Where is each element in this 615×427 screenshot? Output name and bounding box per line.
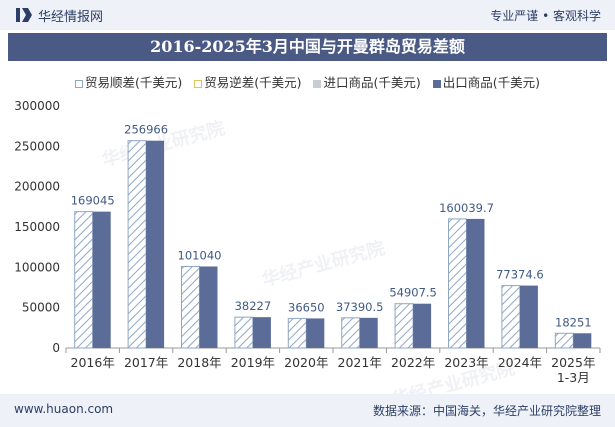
y-tick-label: 50000 bbox=[22, 301, 60, 315]
chart-title: 2016-2025年3月中国与开曼群岛贸易差额 bbox=[150, 37, 465, 56]
legend-item-import[interactable]: 进口商品(千美元) bbox=[313, 72, 421, 91]
bar-trade-surplus bbox=[341, 317, 361, 349]
bar-export bbox=[252, 317, 271, 348]
y-tick-label: 100000 bbox=[14, 260, 60, 274]
legend-item-deficit[interactable]: 贸易逆差(千美元) bbox=[194, 72, 302, 91]
legend-swatch-deficit bbox=[194, 79, 203, 88]
x-tick-label: 2018年 bbox=[177, 355, 221, 370]
bar-trade-surplus bbox=[234, 316, 254, 349]
legend-label-export: 出口商品(千美元) bbox=[442, 75, 540, 90]
bar-export bbox=[573, 333, 592, 348]
x-tick-label: 2017年 bbox=[124, 355, 168, 370]
footer-source: 数据来源：中国海关，华经产业研究院整理 bbox=[372, 404, 601, 418]
data-label: 36650 bbox=[288, 300, 325, 314]
y-tick-label: 200000 bbox=[14, 180, 60, 194]
footer-bar: www.huaon.com 数据来源：中国海关，华经产业研究院整理 bbox=[0, 394, 615, 427]
legend-item-export[interactable]: 出口商品(千美元) bbox=[432, 72, 540, 91]
data-label: 256966 bbox=[124, 123, 168, 137]
brand-name: 华经情报网 bbox=[38, 10, 104, 25]
legend-swatch-import bbox=[313, 79, 322, 88]
data-label: 160039.7 bbox=[439, 201, 494, 215]
bar-export bbox=[306, 318, 325, 348]
bar-export bbox=[466, 218, 485, 348]
bar-export bbox=[146, 140, 165, 348]
bar-export bbox=[92, 211, 111, 348]
y-tick-label: 150000 bbox=[14, 220, 60, 234]
top-bar: 华经情报网 专业严谨 • 客观科学 bbox=[0, 0, 615, 30]
data-label: 37390.5 bbox=[336, 300, 384, 314]
x-tick-label: 2016年 bbox=[71, 355, 115, 370]
y-tick-label: 250000 bbox=[14, 139, 60, 153]
bar-trade-surplus bbox=[181, 265, 200, 349]
data-label: 18251 bbox=[555, 315, 592, 329]
x-tick-label: 2024年 bbox=[498, 355, 542, 370]
logo-icon bbox=[16, 8, 32, 22]
bar-trade-surplus bbox=[448, 218, 467, 349]
slogan: 专业严谨 • 客观科学 bbox=[490, 9, 601, 23]
bar-trade-surplus bbox=[127, 140, 147, 349]
y-tick-label: 300000 bbox=[14, 99, 60, 113]
bar-trade-surplus bbox=[287, 317, 307, 349]
bar-trade-surplus bbox=[501, 285, 521, 349]
x-tick-label: 1-3月 bbox=[557, 370, 590, 385]
footer-site[interactable]: www.huaon.com bbox=[14, 402, 114, 416]
y-tick-label: 0 bbox=[52, 341, 60, 355]
data-label: 38227 bbox=[235, 299, 272, 313]
legend-label-surplus: 贸易顺差(千美元) bbox=[84, 75, 183, 90]
bar-export bbox=[359, 317, 378, 348]
legend-label-import: 进口商品(千美元) bbox=[323, 75, 421, 90]
data-label: 54907.5 bbox=[389, 286, 437, 300]
bar-trade-surplus bbox=[74, 211, 94, 349]
legend-label-deficit: 贸易逆差(千美元) bbox=[204, 75, 302, 90]
bar-trade-surplus bbox=[554, 332, 574, 349]
x-tick-label: 2020年 bbox=[284, 355, 328, 370]
data-label: 101040 bbox=[178, 248, 222, 262]
x-tick-label: 2019年 bbox=[231, 355, 275, 370]
bar-export bbox=[199, 266, 218, 348]
legend-item-surplus[interactable]: 贸易顺差(千美元) bbox=[74, 72, 183, 91]
legend-swatch-surplus bbox=[74, 79, 83, 88]
data-label: 169045 bbox=[71, 194, 115, 208]
legend-swatch-export bbox=[432, 79, 441, 88]
bar-export bbox=[413, 303, 432, 348]
x-tick-label: 2025年 bbox=[551, 355, 595, 370]
bar-trade-surplus bbox=[394, 303, 414, 349]
x-tick-label: 2021年 bbox=[338, 355, 382, 370]
title-bar: 2016-2025年3月中国与开曼群岛贸易差额 bbox=[8, 33, 607, 61]
data-label: 77374.6 bbox=[496, 268, 544, 282]
bar-export bbox=[519, 285, 538, 348]
x-tick-label: 2023年 bbox=[444, 355, 488, 370]
chart-legend: 贸易顺差(千美元) 贸易逆差(千美元) 进口商品(千美元) 出口商品(千美元) bbox=[0, 72, 615, 91]
x-tick-label: 2022年 bbox=[391, 355, 435, 370]
